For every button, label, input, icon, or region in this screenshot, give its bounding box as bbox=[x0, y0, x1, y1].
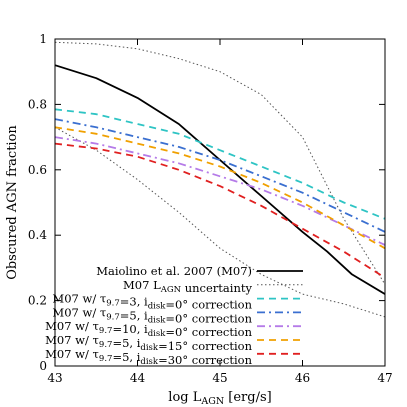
m07-w-9-7-3-idisk-0-correction-line bbox=[54, 108, 386, 220]
x-tick-label: 46 bbox=[295, 371, 310, 385]
legend-label: M07 LAGN uncertainty bbox=[123, 278, 252, 295]
legend-label: Maiolino et al. 2007 (M07) bbox=[96, 264, 252, 278]
x-tick-label: 45 bbox=[212, 371, 227, 385]
m07-w-9-7-10-idisk-0-correction-line bbox=[54, 136, 386, 246]
m07-l-agn-uncertainty-lower-line bbox=[54, 126, 386, 318]
y-tick-label: 0.2 bbox=[28, 294, 47, 308]
legend-label: M07 w/ τ9.7=3, idisk=0° correction bbox=[52, 292, 252, 312]
y-tick-label: 0.8 bbox=[28, 97, 47, 111]
m07-w-9-7-5-idisk-15-correction-line bbox=[54, 126, 386, 250]
legend-item-m07-w-9-7-5-idisk-15-correction: M07 w/ τ9.7=5, idisk=15° correction bbox=[45, 333, 303, 353]
legend-label: M07 w/ τ9.7=10, idisk=0° correction bbox=[45, 319, 252, 339]
y-tick-label: 0 bbox=[39, 359, 47, 373]
legend-item-m07-w-9-7-10-idisk-0-correction: M07 w/ τ9.7=10, idisk=0° correction bbox=[45, 319, 303, 339]
y-axis-label: Obscured AGN fraction bbox=[5, 125, 20, 280]
m07-w-9-7-5-idisk-30-correction-line bbox=[54, 142, 386, 279]
y-tick-label: 1 bbox=[39, 32, 47, 46]
legend-label: M07 w/ τ9.7=5, idisk=30° correction bbox=[45, 347, 252, 367]
x-axis-label: log LAGN [erg/s] bbox=[168, 390, 271, 407]
legend-item-m07-w-9-7-5-idisk-30-correction: M07 w/ τ9.7=5, idisk=30° correction bbox=[45, 347, 303, 367]
legend-label: M07 w/ τ9.7=5, idisk=0° correction bbox=[52, 305, 252, 325]
maiolino-et-al-2007-m07-line bbox=[54, 64, 386, 295]
legend-label: M07 w/ τ9.7=5, idisk=15° correction bbox=[45, 333, 252, 353]
y-tick-label: 0.4 bbox=[28, 228, 47, 242]
x-tick-label: 44 bbox=[130, 371, 146, 385]
legend-item-maiolino-et-al-2007-m07: Maiolino et al. 2007 (M07) bbox=[96, 264, 303, 278]
x-tick-label: 43 bbox=[47, 371, 62, 385]
y-tick-label: 0.6 bbox=[28, 163, 47, 177]
m07-w-9-7-5-idisk-0-correction-line bbox=[54, 118, 386, 233]
x-tick-label: 47 bbox=[377, 371, 392, 385]
legend-item-m07-w-9-7-3-idisk-0-correction: M07 w/ τ9.7=3, idisk=0° correction bbox=[52, 292, 303, 312]
legend-item-m07-l-agn-uncertainty: M07 LAGN uncertainty bbox=[123, 278, 303, 295]
m07-l-agn-uncertainty-upper-line bbox=[54, 41, 386, 285]
legend: Maiolino et al. 2007 (M07)M07 LAGN uncer… bbox=[45, 264, 303, 367]
legend-item-m07-w-9-7-5-idisk-0-correction: M07 w/ τ9.7=5, idisk=0° correction bbox=[52, 305, 303, 325]
